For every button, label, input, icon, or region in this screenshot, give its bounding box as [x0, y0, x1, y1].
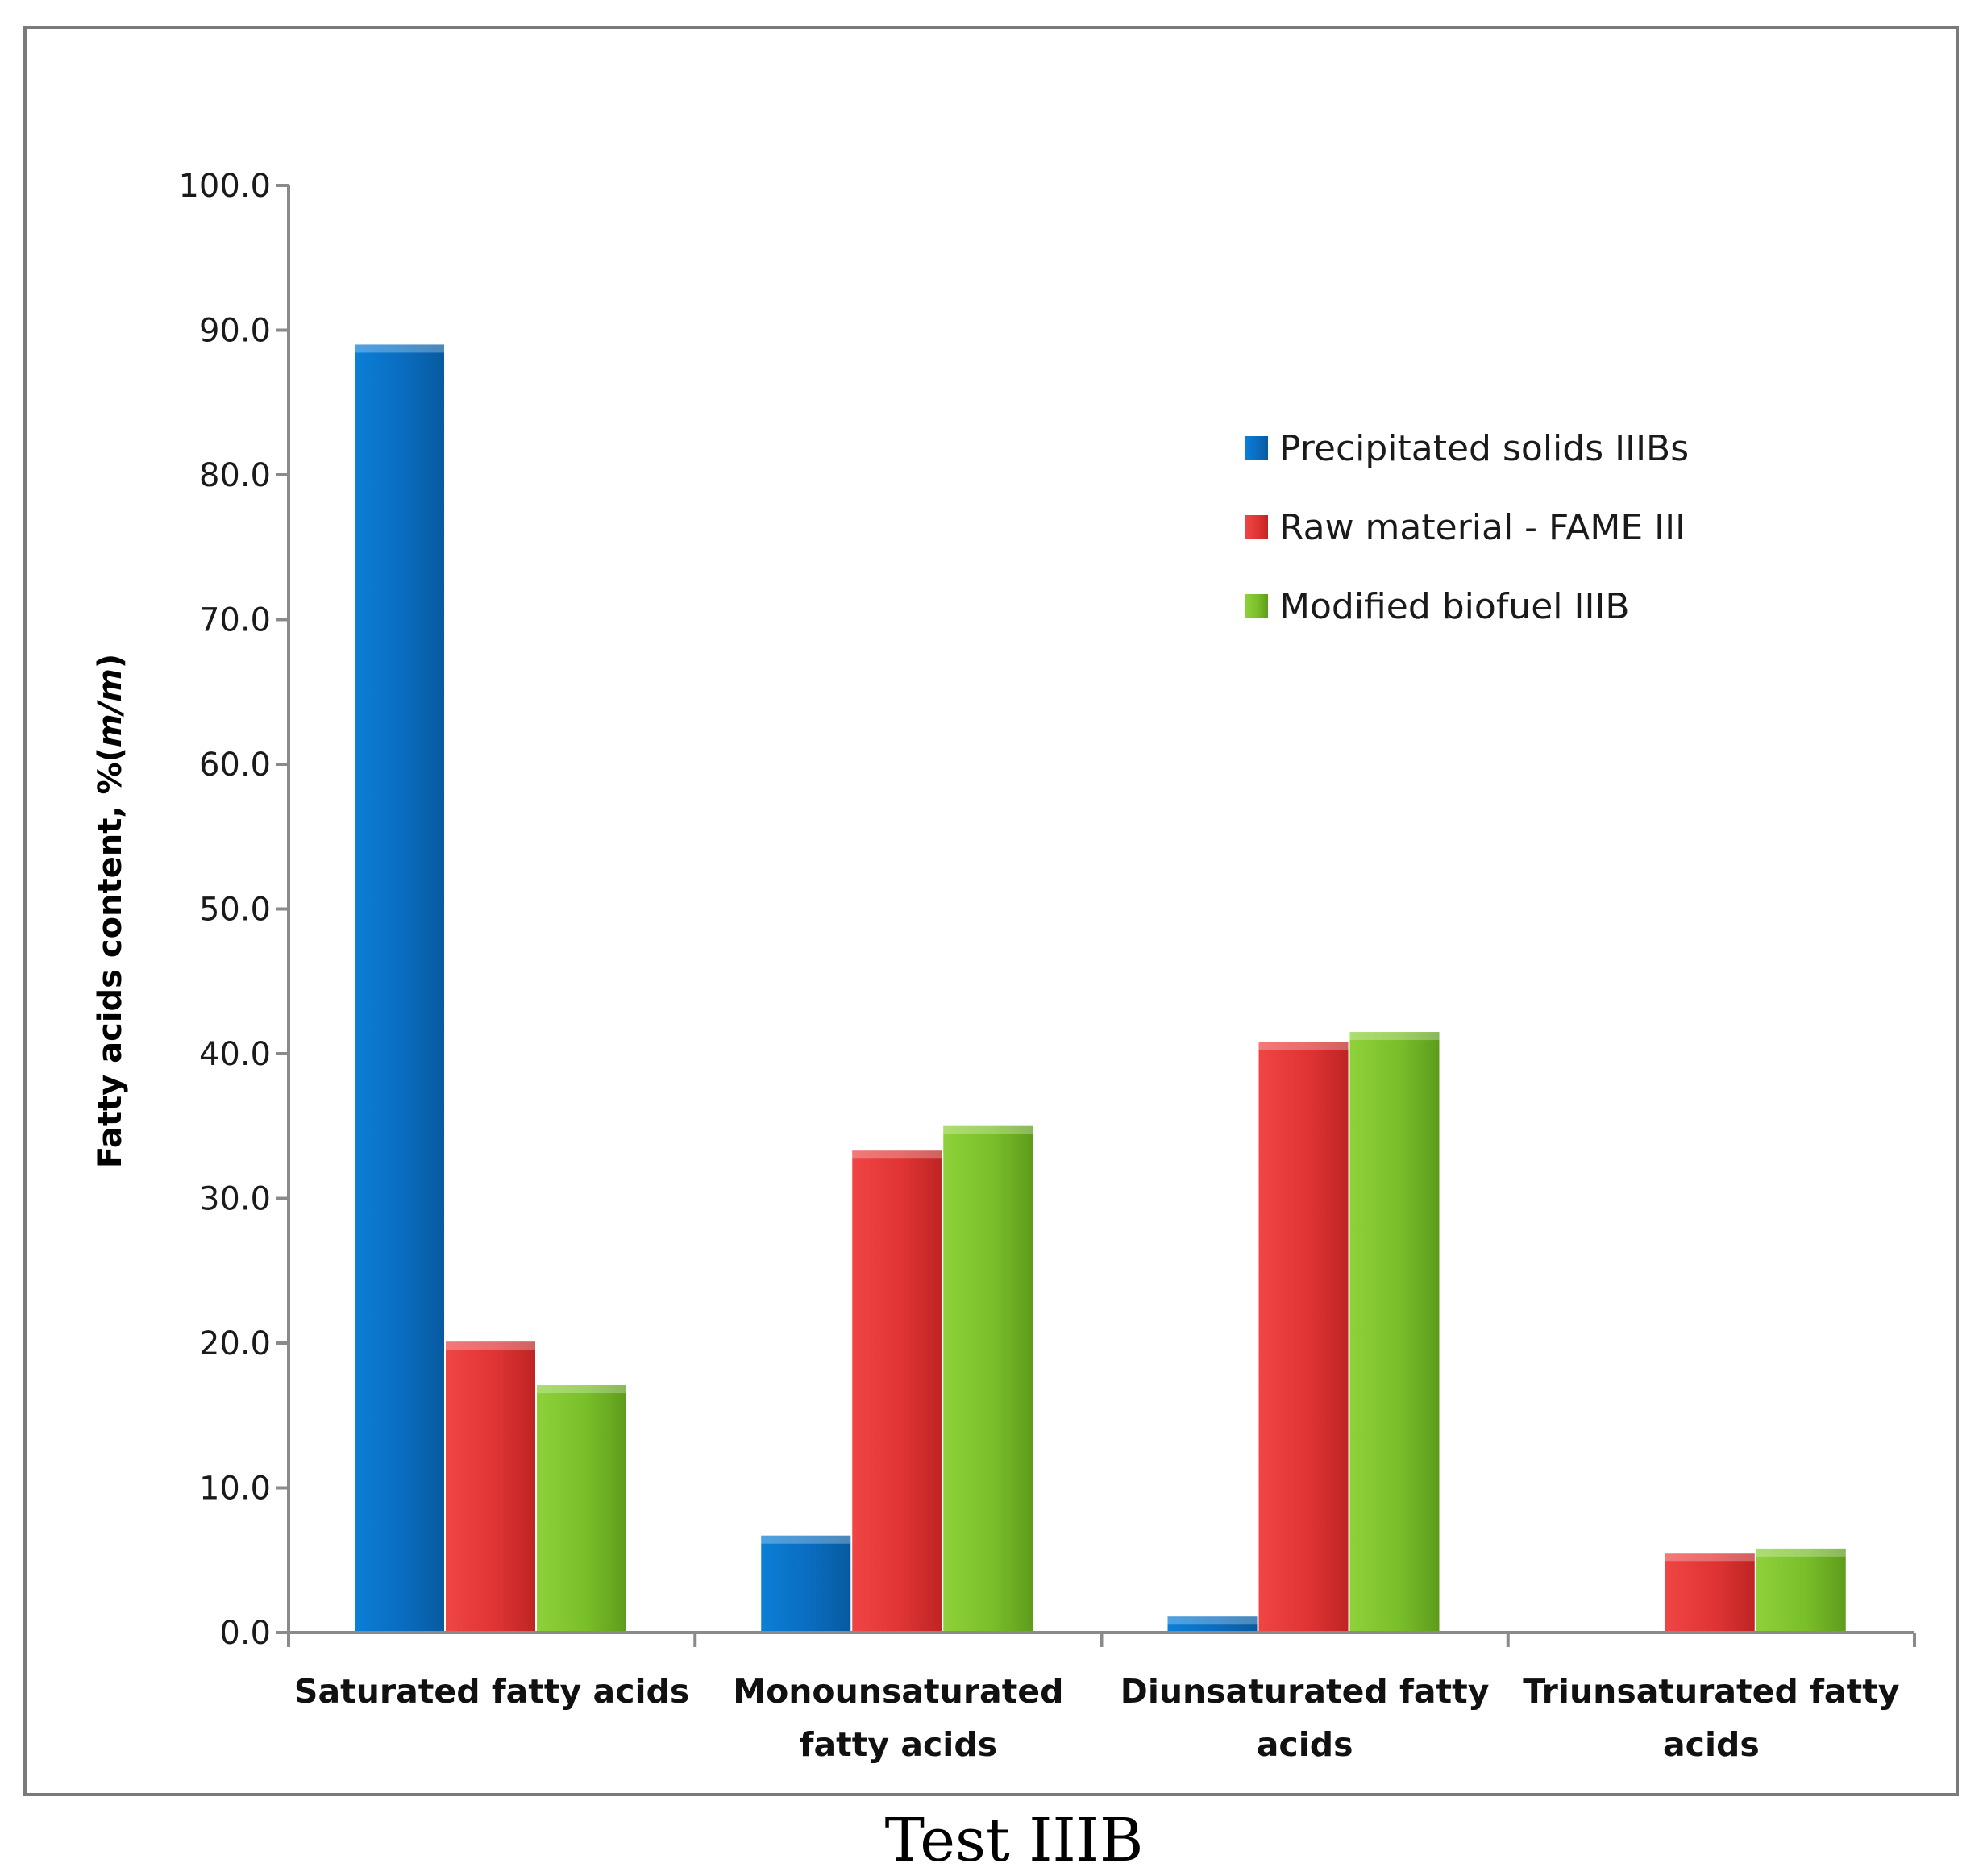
bar-top-highlight: [1756, 1548, 1846, 1557]
legend-label: Raw material - FAME III: [1279, 507, 1686, 548]
legend-swatch: [1245, 594, 1268, 618]
y-axis-label: Fatty acids content, %(m/m): [92, 654, 129, 1168]
bar: Raw material - FAME III: 33.3: [852, 1150, 942, 1633]
figure-caption: Test IIIB: [885, 1806, 1144, 1875]
legend-label: Precipitated solids IIIBs: [1279, 428, 1689, 469]
bar: Modified biofuel IIIB: 17.1: [537, 1385, 626, 1633]
bar: Precipitated solids IIIBs: 6.7: [761, 1535, 851, 1633]
legend-swatch: [1245, 515, 1268, 539]
legend-swatch: [1245, 436, 1268, 460]
y-tick-label: 20.0: [199, 1325, 271, 1362]
y-axis-ticks: 0.0 10.0 20.0 30.0 40.0 50.0 60.0 70.0 80.0 90.0 1…: [178, 168, 289, 1652]
x-axis-category-labels: Saturated fatty acids Monounsaturated fatt…: [294, 1672, 1900, 1764]
category-label: Saturated fatty acids: [294, 1672, 689, 1711]
bar: Modified biofuel IIIB: 41.5: [1349, 1032, 1440, 1633]
bar-top-highlight: [355, 344, 444, 353]
bar: Modified biofuel IIIB: 35: [943, 1125, 1033, 1633]
y-tick-label: 30.0: [199, 1181, 271, 1218]
y-tick-label: 90.0: [199, 313, 271, 350]
y-tick-label: 80.0: [199, 457, 271, 494]
category-label: Diunsaturated fatty acids: [1120, 1672, 1490, 1764]
bar-top-highlight: [1258, 1042, 1349, 1050]
y-tick-label: 0.0: [219, 1615, 271, 1652]
bars: Precipitated solids IIIBs: 89 Precipitate…: [355, 344, 1846, 1633]
category-label: Monounsaturated fatty acids: [733, 1672, 1063, 1764]
bar-top-highlight: [943, 1125, 1033, 1134]
bar: Precipitated solids IIIBs: 89: [355, 344, 444, 1633]
bar: Modified biofuel IIIB: 5.8: [1756, 1548, 1846, 1633]
bar: Raw material - FAME III: 40.8: [1258, 1042, 1349, 1633]
bar-top-highlight: [446, 1341, 535, 1350]
bar-top-highlight: [852, 1150, 942, 1159]
bar-top-highlight: [537, 1385, 626, 1394]
y-tick-label: 50.0: [199, 892, 271, 929]
y-tick-label: 100.0: [178, 168, 271, 205]
x-axis-ticks: [287, 1633, 1916, 1647]
y-tick-label: 40.0: [199, 1036, 271, 1073]
y-tick-label: 70.0: [199, 602, 271, 639]
bar: Raw material - FAME III: 5.5: [1665, 1553, 1755, 1633]
legend: Precipitated solids IIIBs Raw material - …: [1245, 428, 1689, 627]
bar: Precipitated solids IIIBs: 1.1: [1167, 1616, 1258, 1633]
bar-top-highlight: [1665, 1553, 1755, 1562]
bar-top-highlight: [1167, 1616, 1258, 1625]
bar-top-highlight: [1349, 1032, 1440, 1041]
y-tick-label: 10.0: [199, 1470, 271, 1508]
legend-label: Modified biofuel IIIB: [1279, 586, 1630, 627]
bar: Raw material - FAME III: 20.1: [446, 1341, 535, 1633]
y-tick-label: 60.0: [199, 747, 271, 784]
bar-top-highlight: [761, 1535, 851, 1544]
category-label: Triunsaturated fatty acids: [1523, 1672, 1899, 1764]
